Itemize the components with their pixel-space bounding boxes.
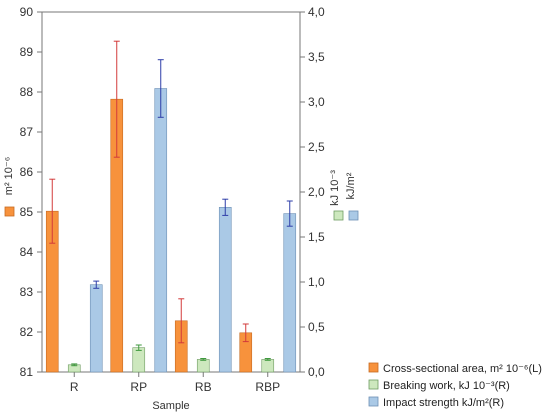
- legend-swatch-impact-strength: [368, 396, 379, 407]
- right-tick-label: 1,5: [308, 230, 325, 244]
- bar-rbp-series-3: [283, 213, 297, 373]
- bar-rbp-series-2: [261, 359, 275, 373]
- x-axis-label: Sample: [152, 400, 189, 412]
- right-tick-label: 3,5: [308, 50, 325, 64]
- legend: Cross-sectional area, m² 10⁻⁶(L) Breakin…: [368, 362, 542, 409]
- right-axis-label-secondary: kJ/m²: [345, 172, 357, 199]
- legend-item-cross-sectional: Cross-sectional area, m² 10⁻⁶(L): [383, 363, 542, 375]
- left-tick-label: 86: [20, 165, 34, 179]
- left-tick-label: 83: [20, 285, 34, 299]
- right-tick-label: 0,0: [308, 365, 325, 379]
- left-tick-label: 84: [20, 245, 34, 259]
- right-axis-title: kJ 10⁻³ kJ/m²: [329, 170, 359, 221]
- left-tick-label: 89: [20, 45, 34, 59]
- left-tick-label: 87: [20, 125, 34, 139]
- bar-r-series-3: [89, 284, 103, 373]
- legend-swatch-breaking-work: [368, 379, 379, 390]
- x-tick-label: R: [70, 380, 79, 394]
- right-axis-label-primary: kJ 10⁻³: [329, 170, 341, 206]
- right-tick-labels: 0,0 0,5 1,0 1,5 2,0 2,5 3,0 3,5 4,0: [300, 5, 325, 379]
- right-tick-label: 3,0: [308, 95, 325, 109]
- left-axis-color-swatch: [4, 206, 15, 217]
- bar-rb-series-2: [196, 359, 210, 373]
- right-axis-blue-swatch: [348, 210, 359, 221]
- bar-groups: [45, 40, 297, 373]
- left-tick-label: 82: [20, 325, 34, 339]
- left-tick-label: 81: [20, 365, 34, 379]
- bar-rp-series-2: [132, 347, 146, 373]
- left-tick-label: 85: [20, 205, 34, 219]
- right-tick-label: 0,5: [308, 320, 325, 334]
- right-tick-label: 1,0: [308, 275, 325, 289]
- left-axis-label: m² 10⁻⁶: [3, 157, 15, 195]
- legend-item-impact-strength: Impact strength kJ/m²(R): [383, 397, 504, 409]
- bar-rb-series-3: [218, 207, 232, 373]
- plot-area: [41, 11, 301, 373]
- left-tick-labels: 81 82 83 84 85 86 87 88 89 90: [20, 5, 42, 379]
- left-axis-title: m² 10⁻⁶: [3, 157, 15, 217]
- x-tick-label: RB: [195, 380, 212, 394]
- right-tick-label: 4,0: [308, 5, 325, 19]
- right-tick-label: 2,5: [308, 140, 325, 154]
- right-axis-green-swatch: [333, 210, 344, 221]
- left-tick-label: 90: [20, 5, 34, 19]
- left-tick-label: 88: [20, 85, 34, 99]
- right-tick-label: 2,0: [308, 185, 325, 199]
- bar-rp-series-3: [154, 88, 168, 373]
- x-tick-label: RP: [130, 380, 147, 394]
- legend-swatch-cross-sectional: [368, 362, 379, 373]
- x-tick-labels: R RP RB RBP: [70, 372, 280, 394]
- legend-item-breaking-work: Breaking work, kJ 10⁻³(R): [383, 380, 510, 392]
- x-tick-label: RBP: [255, 380, 280, 394]
